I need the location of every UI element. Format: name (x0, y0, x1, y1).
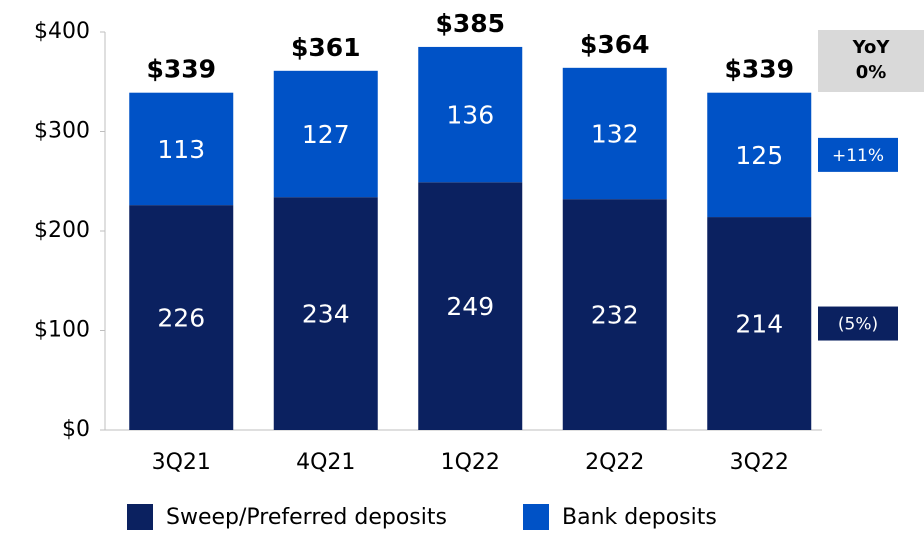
legend-swatch (523, 504, 549, 530)
total-label: $339 (724, 55, 794, 84)
segment-label: 127 (302, 120, 350, 149)
segment-label: 113 (157, 135, 205, 164)
legend-label: Bank deposits (562, 505, 717, 530)
bar-segment (418, 46, 523, 183)
bar-segment (562, 67, 667, 200)
x-tick-label: 3Q21 (152, 450, 211, 475)
y-tick-label: $200 (34, 218, 90, 243)
segment-label: 226 (157, 304, 205, 333)
x-tick-label: 3Q22 (730, 450, 789, 475)
bar-segment (273, 197, 378, 430)
segment-label: 125 (735, 141, 783, 170)
legend-label: Sweep/Preferred deposits (166, 505, 447, 530)
segment-label: 214 (735, 310, 783, 339)
bar-segment (129, 205, 234, 430)
yoy-box (818, 30, 924, 92)
x-tick-label: 2Q22 (585, 450, 644, 475)
y-tick-label: $100 (34, 318, 90, 343)
total-label: $364 (580, 30, 650, 59)
total-label: $385 (435, 9, 505, 38)
yoy-label: +11% (832, 146, 884, 166)
bar-segment (273, 70, 378, 198)
bar-segment (129, 92, 234, 206)
legend-swatch (127, 504, 153, 530)
y-tick-label: $300 (34, 119, 90, 144)
segment-label: 132 (591, 119, 639, 148)
yoy-label: (5%) (838, 315, 878, 335)
yoy-total: 0% (856, 62, 887, 83)
segment-label: 136 (446, 101, 494, 130)
segment-label: 234 (302, 300, 350, 329)
total-label: $339 (146, 55, 216, 84)
y-tick-label: $400 (34, 19, 90, 44)
x-tick-label: 1Q22 (441, 450, 500, 475)
yoy-box (818, 306, 898, 341)
x-tick-label: 4Q21 (296, 450, 355, 475)
total-label: $361 (291, 33, 361, 62)
bar-segment (418, 182, 523, 430)
bar-segment (562, 199, 667, 430)
bar-segment (707, 92, 812, 218)
yoy-box (818, 137, 898, 172)
yoy-title: YoY (852, 37, 891, 58)
segment-label: 249 (446, 292, 494, 321)
bar-segment (707, 217, 812, 430)
segment-label: 232 (591, 301, 639, 330)
y-tick-label: $0 (62, 417, 90, 442)
